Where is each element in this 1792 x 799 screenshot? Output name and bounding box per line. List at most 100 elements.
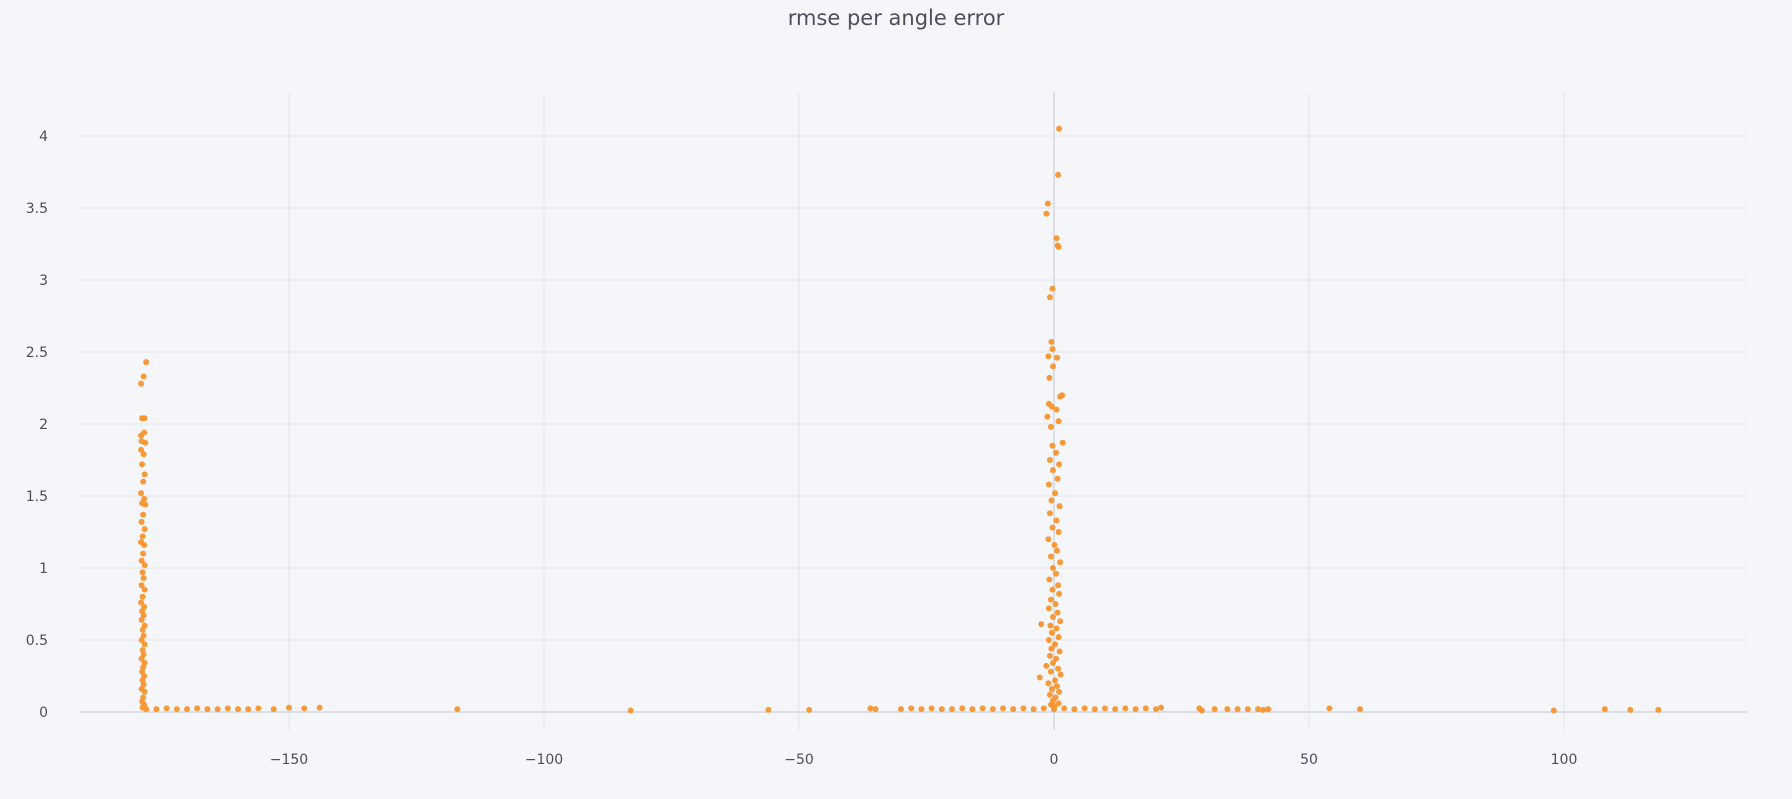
data-point [1055,665,1062,672]
data-point [1142,705,1149,712]
data-point [140,478,147,485]
data-point [141,641,148,648]
data-point [1627,706,1634,713]
data-point [255,705,262,712]
data-point [1045,536,1052,543]
data-point [1061,705,1068,712]
data-point [969,706,976,713]
data-point [1055,243,1062,250]
data-point [938,706,945,713]
data-point [1045,637,1052,643]
data-point [173,706,180,713]
data-point [316,704,323,711]
data-point [1053,655,1060,662]
data-point [1054,475,1061,482]
data-point [1601,706,1608,713]
points-layer [138,125,1662,714]
data-point [1048,497,1055,504]
data-point [301,705,308,712]
data-point [138,599,145,606]
data-point [138,582,145,589]
y-tick-label: 2 [39,417,48,433]
data-point [1056,648,1063,655]
data-point [270,706,277,713]
data-point [1056,503,1063,510]
data-point [1046,374,1053,381]
data-point [1048,629,1055,636]
data-point [1056,461,1063,468]
y-tick-label: 2.5 [26,345,48,361]
data-point [627,707,634,714]
data-point [141,688,148,695]
data-point [1057,671,1064,678]
data-point [1053,406,1060,413]
data-point [1048,403,1055,410]
data-point [141,415,148,422]
y-tick-label: 3.5 [26,201,48,217]
data-point [138,380,145,387]
data-point [1049,613,1056,620]
data-point [141,526,148,533]
data-point [1244,706,1251,713]
data-point [1122,705,1129,712]
data-point [1046,510,1053,517]
data-point [138,518,145,525]
chart-title: rmse per angle error [787,6,1005,30]
data-point [1655,706,1662,713]
data-point [143,706,150,713]
data-point [908,705,915,712]
data-point [979,705,986,712]
data-point [1056,590,1063,597]
data-point [1132,706,1139,713]
data-point [235,706,241,713]
data-point [139,533,146,540]
data-point [1036,674,1043,681]
data-point [204,706,211,713]
data-point [1053,570,1060,577]
data-point [1048,685,1055,692]
data-point [142,439,149,446]
data-point [1000,705,1006,712]
data-point [138,655,145,662]
y-tick-label: 4 [39,129,48,145]
x-axis-ticks: −150 −100 −50 0 50 100 [270,752,1578,768]
data-point [1044,200,1051,207]
data-point [138,490,145,497]
data-point [140,550,147,557]
data-point [1049,467,1056,474]
data-point [1059,439,1066,446]
data-point [138,557,145,564]
x-tick-label: −100 [525,752,563,768]
data-point [1052,601,1059,607]
x-tick-label: 0 [1050,752,1059,768]
data-point [140,511,147,518]
data-point [138,446,145,453]
data-point [1049,586,1056,593]
data-point [1265,706,1272,713]
data-point [1053,517,1060,524]
data-point [1046,652,1053,659]
data-point [1081,705,1088,712]
data-point [806,706,813,713]
data-point [139,569,146,576]
data-point [1260,706,1267,713]
data-point [1158,704,1165,711]
y-axis-ticks: 0 0.5 1 1.5 2 2.5 3 3.5 4 [26,129,48,721]
data-point [1053,625,1060,632]
data-point [949,706,955,713]
y-tick-label: 1 [39,561,48,577]
data-point [141,429,148,436]
data-point [1049,565,1056,571]
data-point [1049,524,1056,531]
data-point [1091,706,1098,713]
x-tick-label: 100 [1551,752,1578,768]
data-point [918,706,925,713]
data-point [224,705,231,712]
data-point [141,562,148,569]
data-point [1043,210,1050,217]
data-point [1052,677,1059,684]
data-point [1053,235,1060,242]
data-point [1049,660,1056,667]
data-point [1045,353,1052,360]
